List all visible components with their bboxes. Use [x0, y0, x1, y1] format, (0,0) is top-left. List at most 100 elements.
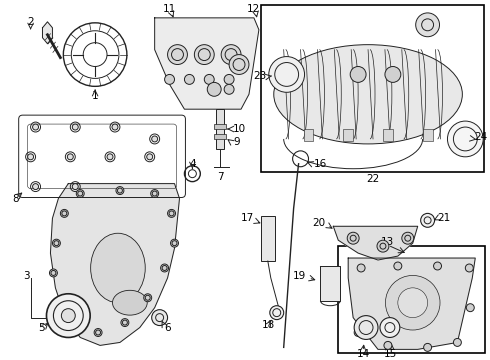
Circle shape [71, 319, 79, 327]
Circle shape [27, 154, 34, 160]
Polygon shape [50, 184, 179, 345]
Text: 19: 19 [294, 271, 307, 281]
Circle shape [447, 121, 483, 157]
Circle shape [107, 154, 113, 160]
Polygon shape [333, 226, 417, 260]
Bar [261, 216, 275, 261]
Circle shape [350, 67, 366, 82]
Text: 5: 5 [39, 323, 45, 333]
Text: 23: 23 [253, 71, 267, 81]
Ellipse shape [398, 288, 428, 318]
Circle shape [424, 343, 432, 351]
Circle shape [270, 306, 284, 320]
Text: 12: 12 [247, 4, 261, 14]
Circle shape [402, 232, 414, 244]
Circle shape [420, 213, 435, 227]
Circle shape [112, 124, 118, 130]
Circle shape [161, 264, 169, 272]
Circle shape [147, 154, 153, 160]
Circle shape [221, 45, 241, 64]
Circle shape [204, 75, 214, 84]
Bar [214, 134, 226, 139]
Circle shape [354, 329, 362, 337]
Circle shape [224, 75, 234, 84]
Circle shape [385, 67, 401, 82]
Circle shape [195, 45, 214, 64]
Circle shape [73, 184, 78, 190]
Circle shape [357, 264, 365, 272]
Text: 6: 6 [165, 323, 171, 333]
Circle shape [269, 57, 305, 92]
Text: 2: 2 [27, 17, 34, 27]
Circle shape [168, 45, 187, 64]
Circle shape [94, 329, 102, 337]
Text: 22: 22 [367, 174, 380, 184]
Circle shape [73, 124, 78, 130]
Text: 9: 9 [233, 137, 240, 147]
Circle shape [54, 299, 62, 307]
Bar [338, 246, 485, 353]
Circle shape [207, 82, 221, 96]
Text: 8: 8 [13, 194, 20, 203]
Text: 13: 13 [381, 237, 394, 247]
Circle shape [168, 210, 175, 217]
Circle shape [151, 190, 159, 198]
Circle shape [67, 154, 74, 160]
Circle shape [377, 240, 389, 252]
Circle shape [60, 210, 68, 217]
Circle shape [354, 316, 378, 339]
Circle shape [171, 239, 178, 247]
Circle shape [121, 319, 129, 327]
Text: 10: 10 [233, 124, 246, 134]
Text: 24: 24 [474, 132, 488, 142]
Circle shape [165, 75, 174, 84]
Circle shape [32, 124, 39, 130]
Circle shape [394, 262, 402, 270]
Bar [216, 109, 224, 149]
Text: 11: 11 [163, 4, 176, 14]
Text: 18: 18 [262, 320, 275, 329]
Text: 3: 3 [23, 271, 29, 281]
Circle shape [466, 264, 473, 272]
Text: 14: 14 [356, 349, 370, 359]
Circle shape [466, 304, 474, 312]
Bar [261, 5, 484, 172]
Ellipse shape [274, 45, 463, 144]
Circle shape [384, 341, 392, 349]
Ellipse shape [386, 275, 440, 330]
Polygon shape [155, 18, 259, 109]
Circle shape [49, 269, 57, 277]
Circle shape [434, 262, 441, 270]
Text: 17: 17 [241, 213, 254, 223]
Circle shape [224, 84, 234, 94]
Circle shape [184, 75, 195, 84]
Text: 15: 15 [384, 349, 397, 359]
Bar [343, 129, 353, 141]
Text: 7: 7 [217, 172, 223, 182]
Circle shape [453, 338, 462, 346]
Bar [320, 266, 340, 301]
Circle shape [380, 318, 400, 337]
Polygon shape [43, 22, 52, 44]
Circle shape [47, 294, 90, 337]
Circle shape [347, 232, 359, 244]
Circle shape [61, 309, 75, 323]
Circle shape [76, 190, 84, 198]
Text: 21: 21 [438, 213, 451, 223]
Polygon shape [348, 258, 475, 349]
Text: 4: 4 [189, 159, 196, 169]
Bar [303, 129, 314, 141]
Circle shape [144, 294, 152, 302]
Text: 20: 20 [312, 218, 325, 228]
Text: 1: 1 [92, 91, 98, 101]
Bar [423, 129, 433, 141]
Circle shape [152, 310, 168, 325]
Bar [383, 129, 393, 141]
Circle shape [32, 184, 39, 190]
Circle shape [229, 55, 249, 75]
Circle shape [116, 186, 124, 194]
Bar [214, 124, 226, 129]
Circle shape [152, 136, 158, 142]
Ellipse shape [91, 233, 145, 303]
Circle shape [416, 13, 440, 37]
